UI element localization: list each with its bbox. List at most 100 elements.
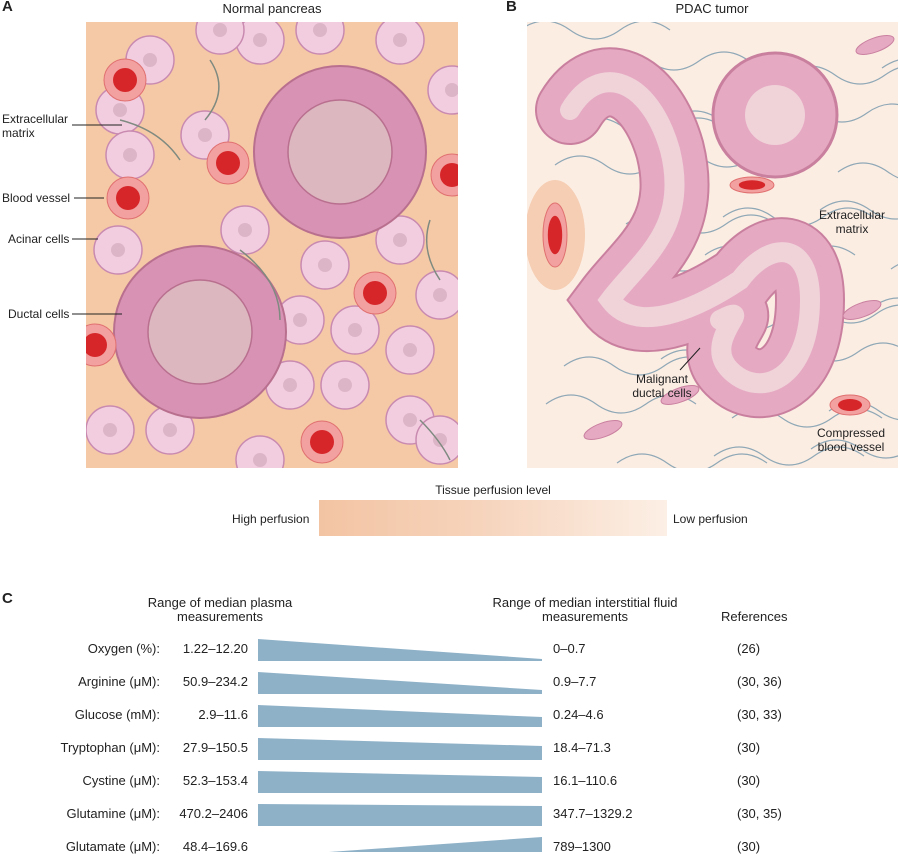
acinar-lumen — [253, 453, 267, 467]
panel-title: PDAC tumor — [675, 1, 749, 16]
plasma-range: 2.9–11.6 — [198, 707, 248, 722]
vessel-core — [440, 163, 458, 187]
vessel-core — [86, 333, 107, 357]
plasma-range: 48.4–169.6 — [182, 839, 248, 854]
vessel-core — [116, 186, 140, 210]
matrix-fiber — [239, 249, 281, 321]
duct-lumen — [147, 279, 253, 385]
matrix-fiber — [616, 453, 768, 468]
acinar-lumen — [318, 258, 332, 272]
matrix-fiber — [204, 59, 220, 121]
acinar-lumen — [283, 378, 297, 392]
reference: (30) — [737, 740, 761, 755]
row-label: Glutamine (μM): — [66, 806, 160, 821]
acinar-lumen — [123, 148, 137, 162]
acinar-cell — [235, 435, 285, 468]
column-header: Range of median plasma measurements — [147, 595, 293, 624]
wedge — [329, 837, 542, 852]
label: Ductal cells — [8, 307, 70, 321]
plasma-range: 27.9–150.5 — [182, 740, 248, 755]
acinar-cell — [295, 22, 345, 55]
label: Extracellular matrix — [2, 112, 69, 140]
interstitial-range: 0–0.7 — [553, 641, 586, 656]
duct-lumen — [287, 99, 393, 205]
vessel-core — [216, 151, 240, 175]
matrix-fiber — [119, 119, 181, 161]
interstitial-range: 16.1–110.6 — [553, 773, 618, 788]
vessel-core — [547, 215, 563, 255]
plasma-range: 470.2–2406 — [179, 806, 248, 821]
matrix-fiber — [419, 419, 451, 461]
acinar-lumen — [433, 433, 447, 447]
reference: (30, 36) — [737, 674, 782, 689]
wedge — [258, 672, 542, 694]
row-label: Arginine (μM): — [78, 674, 160, 689]
acinar-lumen — [338, 378, 352, 392]
interstitial-range: 789–1300 — [553, 839, 611, 854]
row-label: Tryptophan (μM): — [60, 740, 160, 755]
acinar-lumen — [445, 83, 458, 97]
acinar-cell — [195, 22, 245, 55]
wedge — [258, 639, 542, 661]
interstitial-range: 0.9–7.7 — [553, 674, 597, 689]
pdac-illustration — [527, 22, 898, 468]
fibroblast — [842, 300, 882, 320]
acinar-lumen — [253, 33, 267, 47]
wedge — [258, 738, 542, 760]
acinar-lumen — [103, 423, 117, 437]
plasma-range: 1.22–12.20 — [182, 641, 248, 656]
label: Compressed blood vessel — [816, 426, 886, 454]
label: Acinar cells — [8, 232, 70, 246]
reference: (30) — [737, 773, 761, 788]
reference: (26) — [737, 641, 761, 656]
acinar-lumen — [293, 313, 307, 327]
reference: (30) — [737, 839, 761, 854]
acinar-lumen — [403, 413, 417, 427]
fibroblast — [855, 35, 895, 55]
label: Malignant ductal cells — [632, 372, 692, 400]
reference: (30, 33) — [737, 707, 782, 722]
acinar-lumen — [163, 423, 177, 437]
gradient-wedges — [258, 639, 542, 852]
acinar-lumen — [348, 323, 362, 337]
wedge — [258, 771, 542, 793]
perfusion-gradient — [319, 500, 667, 536]
acinar-lumen — [198, 128, 212, 142]
vessel-core — [738, 180, 766, 190]
acinar-lumen — [238, 223, 252, 237]
column-header: References — [721, 609, 788, 624]
row-label: Glutamate (μM): — [65, 839, 160, 854]
matrix-fiber — [810, 439, 898, 459]
vessel-core — [363, 281, 387, 305]
perfusion-title: Tissue perfusion level — [435, 483, 551, 497]
row-label: Oxygen (%): — [87, 641, 160, 656]
fibroblast — [660, 385, 700, 405]
leader-lines — [72, 124, 701, 371]
column-header: Range of median interstitial fluid measu… — [492, 595, 678, 624]
acinar-lumen — [403, 343, 417, 357]
label: Blood vessel — [2, 191, 71, 205]
acinar-lumen — [213, 23, 227, 37]
normal-pancreas-illustration — [86, 22, 458, 468]
acinar-cell — [427, 65, 458, 115]
wedge — [258, 804, 542, 826]
acinar-lumen — [433, 288, 447, 302]
acinar-lumen — [393, 233, 407, 247]
panel-letter: B — [506, 0, 517, 15]
perfusion-low: Low perfusion — [673, 512, 748, 526]
matrix-fiber — [713, 446, 865, 466]
interstitial-range: 0.24–4.6 — [553, 707, 604, 722]
label: Extracellular matrix — [818, 208, 886, 236]
plasma-range: 52.3–153.4 — [182, 773, 248, 788]
interstitial-range: 347.7–1329.2 — [553, 806, 633, 821]
row-label: Glucose (mM): — [74, 707, 160, 722]
malignant-duct-2-lumen — [745, 85, 805, 145]
matrix-fiber — [527, 22, 671, 40]
panel-letter: C — [2, 590, 13, 607]
panel-title: Normal pancreas — [222, 1, 322, 16]
malignant-duct-lumen — [560, 72, 821, 394]
vessel-core — [838, 399, 862, 411]
row-label: Cystine (μM): — [82, 773, 160, 788]
